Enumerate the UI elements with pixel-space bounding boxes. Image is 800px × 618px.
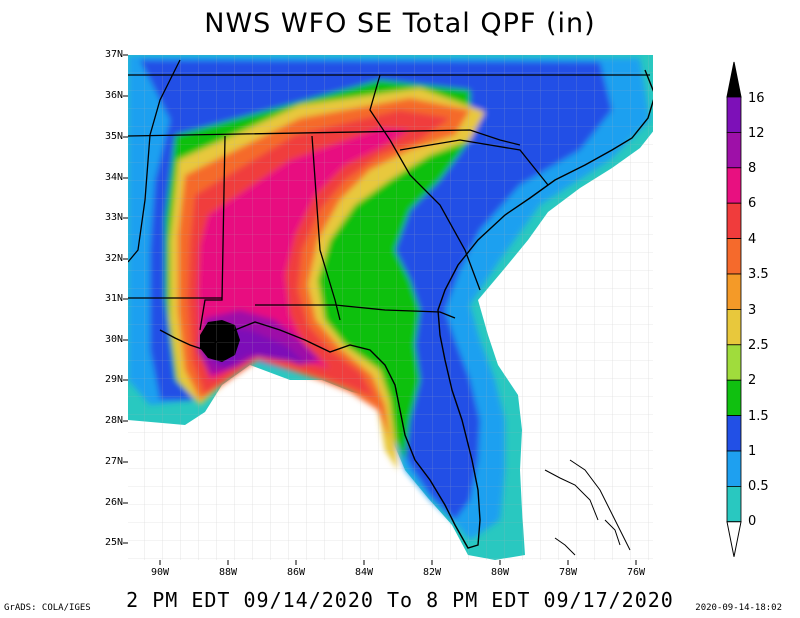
colorbar-max-arrow [726,61,742,98]
colorbar-label-16: 16 [748,91,765,106]
lon-label-78w: 78W [558,567,578,578]
lat-label-30n: 30N [104,334,123,345]
lon-label-88w: 88W [218,567,238,578]
colorbar-label-6: 6 [748,196,757,211]
colorbar-label-0-5: 0.5 [748,479,769,494]
lat-label-33n: 33N [104,212,123,223]
colorbar-label-1-5: 1.5 [748,409,769,424]
colorbar-swatch [726,379,742,417]
state-borders [128,59,650,331]
lat-label-31n: 31N [104,293,123,304]
lat-label-28n: 28N [104,415,123,426]
lon-label-80w: 80W [490,567,510,578]
lat-label-26n: 26N [104,497,123,508]
colorbar-label-1: 1 [748,444,757,459]
colorbar-label-3-5: 3.5 [748,267,769,282]
lon-label-84w: 84W [354,567,374,578]
generated-timestamp: 2020-09-14-18:02 [695,603,782,613]
colorbar-swatch [726,202,742,239]
lon-ticks [159,560,637,565]
colorbar-swatch [726,238,742,275]
lat-label-37n: 37N [104,49,123,60]
colorbar-swatch [726,344,742,381]
colorbar-min-arrow [726,521,742,557]
lat-label-27n: 27N [104,456,123,467]
colorbar-label-2: 2 [748,373,757,388]
lat-label-36n: 36N [104,90,123,101]
lat-label-25n: 25N [104,537,123,548]
colorbar-swatch [726,308,742,346]
colorbar-swatch [726,131,742,169]
colorbar-swatch [726,273,742,310]
lat-label-35n: 35N [104,131,123,142]
colorbar-swatch [726,167,742,204]
lat-label-29n: 29N [104,374,123,385]
caribbean-islands [544,459,631,556]
lon-label-90w: 90W [150,567,170,578]
valid-period: 2 PM EDT 09/14/2020 To 8 PM EDT 09/17/20… [126,588,674,612]
colorbar-label-3: 3 [748,303,757,318]
lat-label-32n: 32N [104,253,123,264]
lat-label-34n: 34N [104,172,123,183]
colorbar-swatch [726,450,742,487]
colorbar-swatch [726,415,742,452]
colorbar-swatch [726,96,742,133]
colorbar-label-0: 0 [748,514,757,529]
colorbar-label-8: 8 [748,161,757,176]
grads-credit: GrADS: COLA/IGES [4,603,91,613]
colorbar-label-2-5: 2.5 [748,338,769,353]
coastline [159,69,653,549]
lon-label-76w: 76W [626,567,646,578]
lon-label-82w: 82W [422,567,442,578]
colorbar-swatch [726,485,742,523]
map-title: NWS WFO SE Total QPF (in) [204,8,596,39]
colorbar [726,61,742,557]
colorbar-label-4: 4 [748,232,757,247]
lat-ticks [123,54,128,544]
lon-label-86w: 86W [286,567,306,578]
colorbar-label-12: 12 [748,126,765,141]
